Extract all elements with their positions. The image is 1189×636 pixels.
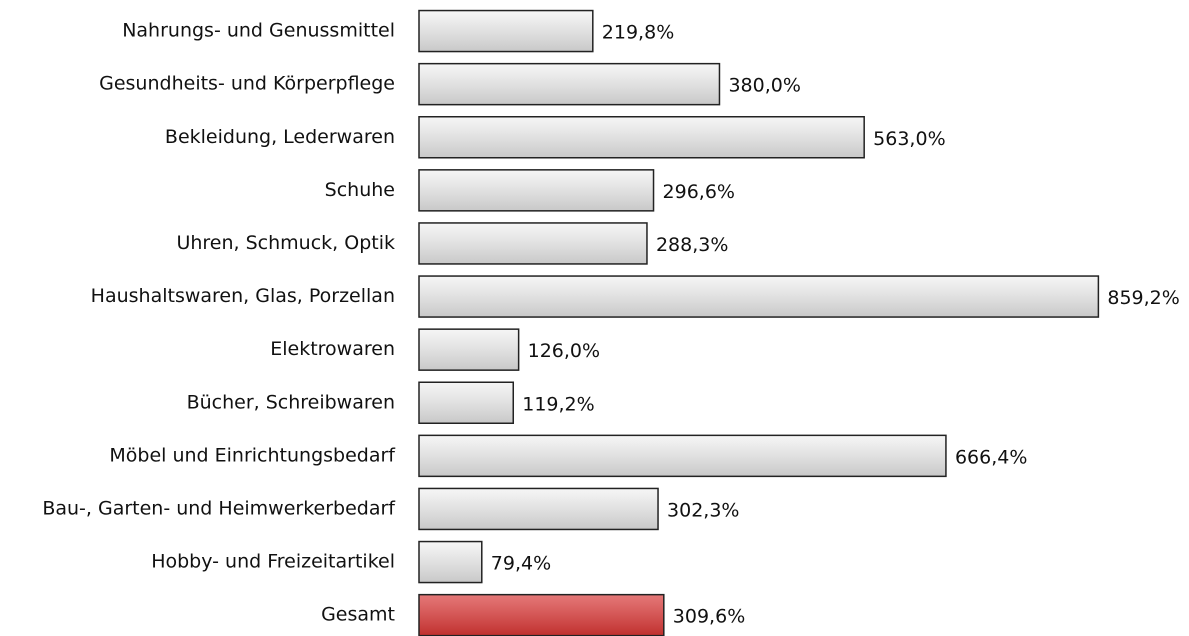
- value-label: 380,0%: [728, 75, 800, 97]
- value-label: 302,3%: [667, 499, 739, 521]
- bar: [418, 275, 1100, 318]
- bar: [418, 169, 655, 212]
- value-label: 563,0%: [873, 128, 945, 150]
- category-label: Haushaltswaren, Glas, Porzellan: [91, 285, 395, 307]
- value-label: 859,2%: [1107, 287, 1179, 309]
- category-label: Gesamt: [321, 604, 395, 626]
- category-label: Nahrungs- und Genussmittel: [122, 20, 395, 42]
- value-label: 79,4%: [491, 553, 551, 575]
- category-label: Gesundheits- und Körperpflege: [99, 73, 395, 95]
- value-label: 666,4%: [955, 446, 1027, 468]
- category-label: Uhren, Schmuck, Optik: [176, 232, 395, 254]
- bar: [418, 487, 659, 531]
- value-label: 126,0%: [528, 340, 600, 362]
- value-label: 119,2%: [522, 393, 594, 415]
- bar: [418, 593, 665, 636]
- value-label: 288,3%: [656, 234, 728, 256]
- category-label: Schuhe: [325, 179, 395, 201]
- category-label: Elektrowaren: [270, 338, 395, 360]
- category-label: Bücher, Schreibwaren: [187, 391, 395, 413]
- bar: [418, 9, 594, 53]
- bar: [418, 381, 515, 424]
- category-label: Bau-, Garten- und Heimwerkerbedarf: [42, 497, 396, 519]
- bar: [418, 328, 520, 371]
- category-label: Möbel und Einrichtungsbedarf: [109, 444, 396, 466]
- value-label: 296,6%: [663, 181, 735, 203]
- bar: [418, 222, 648, 265]
- bar: [418, 62, 721, 106]
- category-label: Hobby- und Freizeitartikel: [151, 551, 395, 573]
- value-label: 309,6%: [673, 606, 745, 628]
- bar: [418, 116, 865, 159]
- value-label: 219,8%: [602, 22, 674, 44]
- category-label: Bekleidung, Lederwaren: [165, 126, 395, 148]
- bar: [418, 434, 947, 478]
- bar: [418, 540, 483, 584]
